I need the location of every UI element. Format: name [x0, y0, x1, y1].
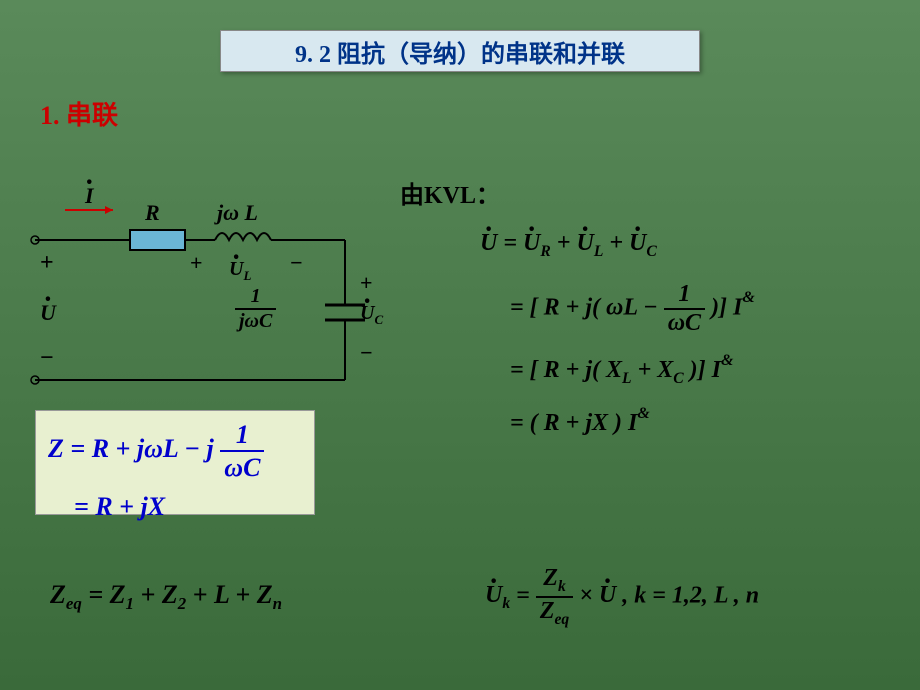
u-plus: + — [40, 250, 54, 277]
eqn-line1: U = UR + UL + UC — [480, 230, 900, 261]
voltage-uc: UC — [360, 302, 383, 328]
circuit-svg — [25, 180, 395, 390]
zeq-formula: Zeq = Z1 + Z2 + L + Zn — [50, 580, 282, 614]
section-header: 1. 串联 — [40, 95, 118, 132]
ul-plus: + — [190, 250, 203, 276]
voltage-u: U — [40, 300, 56, 326]
eqn-line3: = [ R + j( XL + XC )] I& — [510, 357, 900, 388]
u-minus: − — [40, 345, 54, 372]
page-title: 9. 2 阻抗（导纳）的串联和并联 — [220, 30, 700, 72]
z-formula-line2: = R + jX — [74, 491, 302, 522]
current-label: I — [85, 183, 94, 209]
eqn-line4: = ( R + jX ) I& — [510, 410, 900, 437]
inductor-label: jω L — [217, 200, 258, 226]
uc-minus: − — [360, 340, 373, 366]
kvl-text: 由KVL： — [400, 183, 500, 209]
voltage-ul: UL — [229, 258, 251, 284]
z-formula-line1: Z = R + jωL − j 1ωC — [48, 419, 302, 483]
kvl-label: 由KVL： — [400, 175, 500, 210]
ul-minus: − — [290, 250, 303, 276]
resistor-label: R — [145, 200, 160, 226]
section-text: 1. 串联 — [40, 101, 118, 130]
circuit-diagram: I R jω L + U − + UL − + UC − 1jωC — [25, 180, 395, 390]
kvl-equations: U = UR + UL + UC = [ R + j( ωL − 1ωC )] … — [480, 230, 900, 455]
cap-frac: 1jωC — [235, 285, 276, 333]
eqn-line2: = [ R + j( ωL − 1ωC )] I& — [510, 281, 900, 337]
uk-formula: Uk = Zk Zeq × U , k = 1,2, L , n — [485, 565, 759, 629]
title-text: 9. 2 阻抗（导纳）的串联和并联 — [295, 34, 625, 69]
impedance-formula-box: Z = R + jωL − j 1ωC = R + jX — [35, 410, 315, 515]
